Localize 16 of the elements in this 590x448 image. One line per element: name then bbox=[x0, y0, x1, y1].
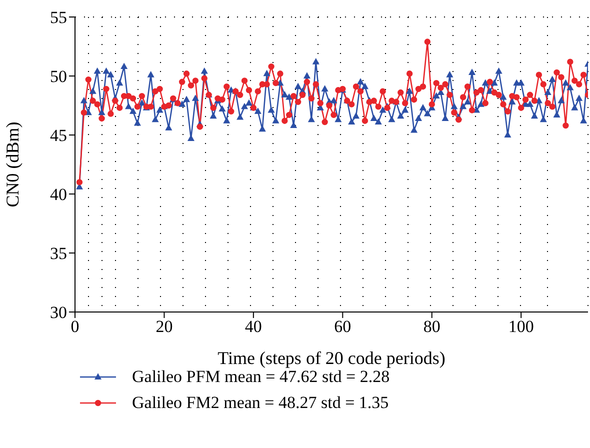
y-tick-label: 45 bbox=[50, 126, 67, 146]
x-tick-label: 80 bbox=[423, 317, 440, 336]
y-tick-label: 30 bbox=[50, 303, 67, 322]
x-tick-label: 100 bbox=[508, 317, 534, 336]
y-tick-label: 35 bbox=[50, 244, 67, 264]
y-axis-title: CN0 (dBm) bbox=[2, 122, 22, 208]
y-tick-label: 50 bbox=[50, 67, 67, 86]
x-tick-label: 40 bbox=[244, 317, 262, 336]
x-tick-label: 20 bbox=[156, 317, 173, 336]
y-tick-label: 55 bbox=[50, 8, 67, 28]
x-tick-label: 0 bbox=[70, 317, 80, 336]
y-tick-label: 40 bbox=[50, 185, 67, 204]
legend-label: Galileo FM2 mean = 48.27 std = 1.35 bbox=[132, 393, 389, 413]
x-tick-label: 60 bbox=[334, 317, 352, 336]
legend-label: Galileo PFM mean = 47.62 std = 2.28 bbox=[132, 367, 390, 387]
x-axis-title: Time (steps of 20 code periods) bbox=[218, 348, 446, 368]
